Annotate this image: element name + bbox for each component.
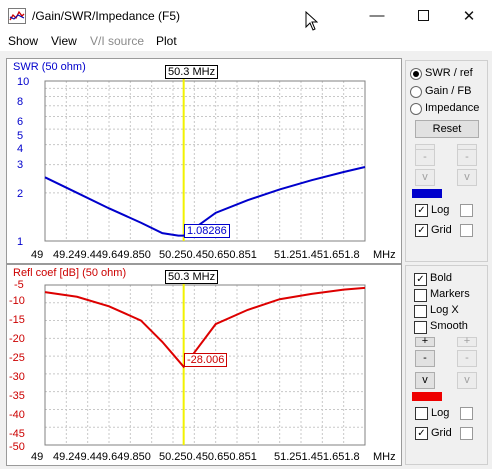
y-tick: -25 (9, 352, 25, 364)
refl-color-swatch[interactable] (412, 392, 442, 401)
refl-grid-right-checkbox[interactable] (460, 427, 473, 440)
refl-grid-checkbox[interactable]: ✓ (415, 427, 428, 440)
swr-left-minus-button[interactable]: - (415, 149, 435, 166)
radio-gain-label: Gain / FB (425, 85, 472, 97)
swr-plot-title: SWR (50 ohm) (13, 61, 86, 73)
y-tick: -45 (9, 428, 25, 440)
x-tick: 50.250.450.650.851 (159, 451, 257, 463)
menu-show[interactable]: Show (8, 34, 39, 48)
menu-vi-source[interactable]: V/I source (90, 34, 145, 48)
refl-plot-title: Refl coef [dB] (50 ohm) (13, 267, 127, 279)
swr-marker-frequency: 50.3 MHz (165, 65, 219, 79)
menu-bar: Show View V/I source Plot (0, 31, 492, 51)
swr-left-down-button[interactable]: v (415, 169, 435, 186)
x-tick: 49 (31, 249, 44, 261)
y-tick: -10 (9, 295, 25, 307)
log-x-label: Log X (430, 304, 459, 316)
swr-log-checkbox[interactable]: ✓ (415, 204, 428, 217)
markers-label: Markers (430, 288, 470, 300)
close-icon: ✕ (462, 7, 476, 25)
refl-controls-panel: ✓ Bold Markers Log X Smooth + + - - v v … (405, 265, 488, 465)
x-tick: 49.249.449.649.850 (53, 451, 151, 463)
swr-plot-panel: SWR (50 ohm) 50.3 MHz 1.08286 10 8 6 5 4… (6, 58, 402, 264)
swr-grid-checkbox[interactable]: ✓ (415, 224, 428, 237)
refl-left-down-button[interactable]: v (415, 372, 435, 389)
x-tick: 51.251.451.651.8 (274, 249, 360, 261)
app-chart-icon (8, 8, 26, 24)
radio-impedance-label: Impedance (425, 102, 480, 114)
y-tick: -50 (9, 441, 25, 453)
y-tick: -5 (14, 279, 24, 291)
refl-marker-frequency: 50.3 MHz (165, 270, 219, 284)
y-tick: 6 (17, 116, 24, 128)
smooth-checkbox[interactable] (414, 321, 427, 334)
swr-color-swatch[interactable] (412, 189, 442, 198)
y-tick: 2 (17, 188, 24, 200)
window-title: /Gain/SWR/Impedance (F5) (32, 9, 181, 23)
y-tick: -15 (9, 314, 25, 326)
y-tick: 5 (17, 130, 24, 142)
plot-area-frame (44, 284, 366, 446)
refl-log-label: Log (431, 407, 450, 419)
swr-log-label: Log (431, 204, 450, 216)
x-tick: 49.249.449.649.850 (53, 249, 151, 261)
minimize-icon: — (369, 7, 385, 24)
swr-marker-value: 1.08286 (184, 224, 230, 238)
refl-right-minus-button[interactable]: - (457, 350, 477, 367)
swr-chart (44, 77, 366, 242)
refl-grid-label: Grid (431, 427, 452, 439)
x-tick: 49 (31, 451, 44, 463)
x-axis-unit: MHz (373, 249, 396, 261)
swr-grid-label: Grid (431, 224, 452, 236)
radio-swr[interactable] (410, 68, 422, 80)
y-tick: -40 (9, 409, 25, 421)
radio-gain[interactable] (410, 86, 422, 98)
bold-checkbox[interactable]: ✓ (414, 273, 427, 286)
swr-right-down-button[interactable]: v (457, 169, 477, 186)
x-axis-unit: MHz (373, 451, 396, 463)
y-tick: 4 (17, 143, 24, 155)
radio-swr-label: SWR / ref (425, 67, 473, 79)
y-tick: -20 (9, 333, 25, 345)
menu-view[interactable]: View (51, 34, 77, 48)
refl-left-minus-button[interactable]: - (415, 350, 435, 367)
markers-checkbox[interactable] (414, 289, 427, 302)
maximize-button[interactable] (400, 0, 446, 31)
y-tick: 8 (17, 96, 24, 108)
refl-log-checkbox[interactable] (415, 407, 428, 420)
close-button[interactable]: ✕ (446, 0, 492, 31)
refl-plot-panel: Refl coef [dB] (50 ohm) 50.3 MHz -28.006… (6, 264, 402, 466)
maximize-icon (417, 10, 429, 21)
minimize-button[interactable]: — (354, 0, 400, 31)
y-tick: 3 (17, 159, 24, 171)
smooth-label: Smooth (430, 320, 468, 332)
reset-button[interactable]: Reset (415, 120, 479, 138)
mouse-cursor-icon (305, 10, 319, 34)
bold-label: Bold (430, 272, 453, 284)
y-tick: 1 (17, 236, 24, 248)
x-tick: 51.251.451.651.8 (274, 451, 360, 463)
swr-log-right-checkbox[interactable] (460, 204, 473, 217)
refl-left-plus-button[interactable]: + (415, 336, 435, 347)
radio-impedance[interactable] (410, 103, 422, 115)
menu-plot[interactable]: Plot (156, 34, 177, 48)
y-tick: 10 (17, 76, 30, 88)
plot-area-frame (44, 80, 366, 242)
title-bar: /Gain/SWR/Impedance (F5) — ✕ (0, 0, 492, 31)
refl-right-down-button[interactable]: v (457, 372, 477, 389)
y-tick: -30 (9, 371, 25, 383)
swr-right-minus-button[interactable]: - (457, 149, 477, 166)
swr-grid-right-checkbox[interactable] (460, 224, 473, 237)
swr-controls-panel: SWR / ref Gain / FB Impedance Reset - - … (405, 60, 488, 262)
log-x-checkbox[interactable] (414, 305, 427, 318)
y-tick: -35 (9, 390, 25, 402)
refl-log-right-checkbox[interactable] (460, 407, 473, 420)
refl-marker-value: -28.006 (184, 353, 228, 367)
x-tick: 50.250.450.650.851 (159, 249, 257, 261)
refl-right-plus-button[interactable]: + (457, 336, 477, 347)
